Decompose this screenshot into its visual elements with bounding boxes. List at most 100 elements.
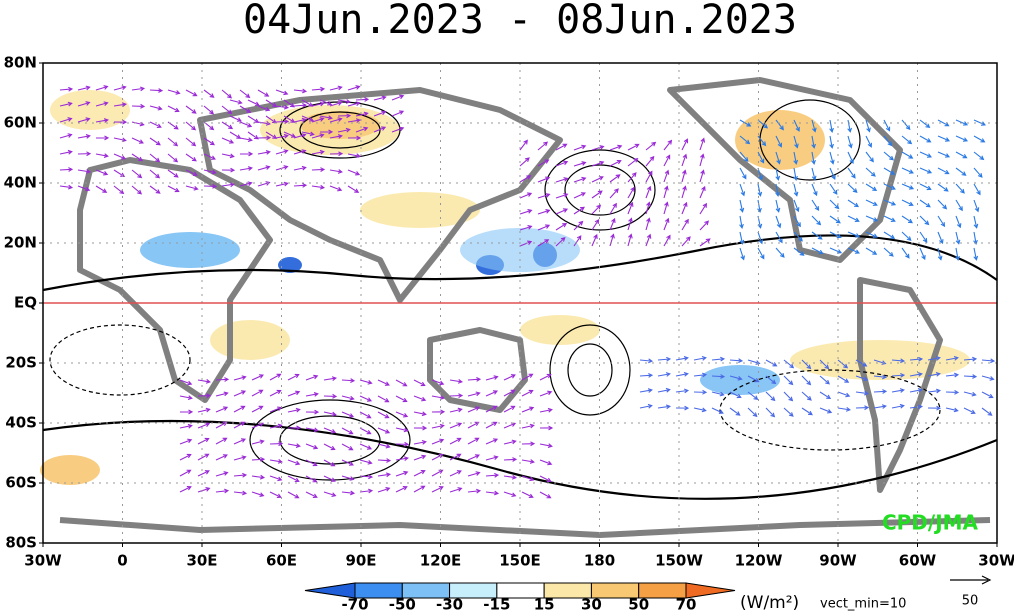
wind-arrow [757, 135, 767, 147]
wind-arrow [167, 137, 179, 147]
wind-arrow [801, 359, 812, 370]
wind-arrow [413, 440, 427, 445]
wind-arrow [215, 454, 228, 461]
wind-arrow [247, 115, 260, 123]
wind-arrow [645, 233, 652, 247]
wind-arrow [275, 181, 289, 187]
wind-arrow [539, 373, 552, 381]
wind-arrow [247, 131, 259, 140]
wind-arrow [77, 185, 91, 192]
colorbar-label: 15 [534, 596, 555, 613]
wind-arrow [573, 220, 584, 231]
wind-arrow [909, 404, 924, 410]
wind-arrow [537, 224, 551, 231]
wind-arrow [287, 475, 300, 483]
wind-vectors [59, 85, 996, 499]
wind-arrow [347, 153, 361, 159]
wind-arrow [729, 375, 743, 381]
wind-arrow [981, 391, 994, 399]
lat-label: 20N [4, 234, 37, 252]
wind-arrow [627, 143, 640, 151]
lat-label: 60N [4, 114, 37, 132]
wind-arrow [347, 118, 361, 123]
wind-arrow [793, 119, 800, 132]
wind-arrow [269, 373, 282, 381]
wind-arrow [539, 475, 552, 483]
wind-arrow [391, 110, 405, 117]
wind-arrow [485, 375, 499, 381]
wind-arrow [149, 169, 161, 179]
wind-arrow [981, 358, 996, 364]
wind-arrow [329, 85, 343, 91]
wind-arrow [413, 411, 427, 417]
wind-arrow [167, 89, 181, 95]
lat-label: 40N [4, 174, 37, 192]
wind-arrow [239, 121, 253, 128]
wind-arrow [131, 185, 143, 195]
wind-arrow [801, 375, 812, 386]
wind-arrow [739, 135, 751, 145]
wind-arrow [883, 135, 893, 147]
wind-arrow [197, 407, 211, 413]
wind-arrow [395, 470, 409, 477]
wind-arrow [627, 157, 639, 167]
wind-arrow [301, 131, 315, 137]
wind-arrow [347, 101, 361, 107]
wind-arrow [329, 151, 344, 157]
wind-arrow [149, 137, 161, 146]
wind-arrow [251, 439, 265, 445]
wind-arrow [811, 119, 817, 133]
wind-arrow [329, 185, 343, 192]
wind-arrow [167, 153, 179, 163]
wind-arrow [221, 182, 235, 188]
wind-arrow [59, 117, 73, 123]
wind-arrow [963, 407, 976, 414]
wind-arrow [937, 215, 946, 228]
wind-arrow [467, 421, 480, 429]
wind-arrow [239, 89, 251, 99]
wind-arrow [95, 185, 108, 193]
wind-arrow [573, 161, 587, 167]
wind-arrow [973, 151, 985, 161]
wind-arrow [95, 85, 109, 91]
wind-arrow [591, 204, 602, 215]
wind-arrow [149, 88, 164, 93]
wind-arrow [359, 443, 373, 450]
wind-arrow [233, 375, 247, 381]
lon-label: 60E [266, 552, 297, 570]
wind-arrow [519, 157, 530, 167]
wind-arrow [179, 453, 192, 461]
wind-arrow [239, 137, 253, 142]
wind-arrow [775, 199, 781, 213]
wind-arrow [233, 490, 248, 496]
wind-arrow [573, 176, 587, 183]
wind-arrow [329, 101, 343, 107]
wind-arrow [955, 167, 967, 176]
wind-arrow [775, 119, 784, 131]
wind-arrow [811, 135, 816, 149]
wind-arrow [901, 135, 913, 145]
wind-arrow [485, 438, 499, 445]
wind-arrow [955, 215, 962, 229]
wind-arrow [131, 86, 146, 92]
wind-arrow [901, 167, 914, 174]
colorbar-label: -70 [341, 596, 368, 613]
wind-arrow [283, 99, 295, 108]
wind-arrow [293, 149, 307, 155]
wind-arrow [431, 486, 444, 493]
wind-arrow [937, 199, 948, 210]
wind-arrow [239, 181, 253, 187]
wind-arrow [283, 131, 297, 138]
wind-arrow [203, 169, 217, 175]
wind-arrow [95, 135, 110, 141]
wind-arrow [829, 151, 835, 165]
lon-label: 90E [345, 552, 376, 570]
wind-arrow [395, 441, 410, 447]
wind-arrow [793, 247, 805, 256]
wind-arrow [341, 490, 356, 496]
wind-arrow [555, 160, 569, 167]
wind-arrow [179, 438, 193, 445]
wind-arrow [883, 183, 896, 190]
wind-arrow [59, 101, 73, 107]
wind-arrow [203, 89, 215, 98]
